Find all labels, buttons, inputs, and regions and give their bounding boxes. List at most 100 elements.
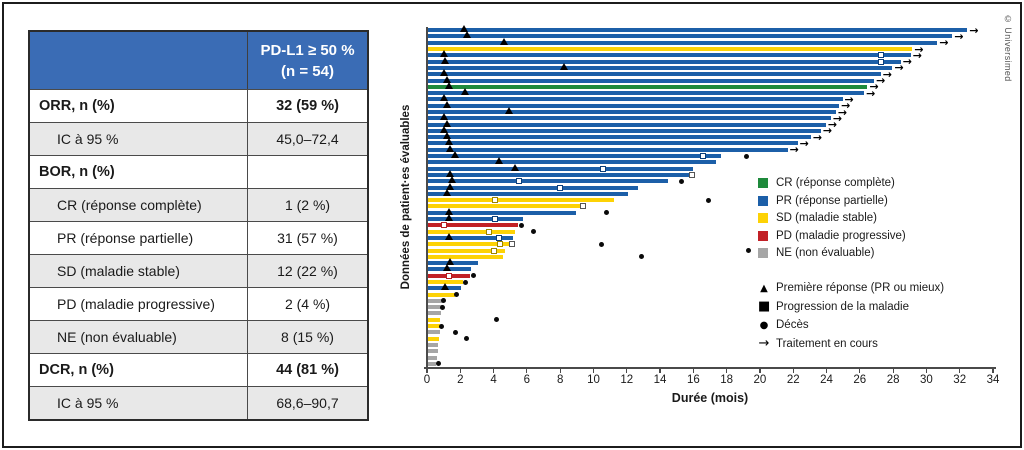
- x-tick: [592, 368, 595, 373]
- swimmer-plot: → → → → → → → → → → → → → → → → → → → →: [427, 25, 993, 367]
- row-value: 31 (57 %): [277, 230, 338, 246]
- patient-bar-sd: [428, 204, 587, 209]
- patient-bar-ne: [428, 349, 438, 354]
- first-response-marker: [446, 182, 455, 190]
- x-tick: [526, 368, 528, 373]
- row-label: BOR, n (%): [30, 156, 248, 188]
- legend-label: SD (maladie stable): [776, 212, 877, 224]
- row-value: 8 (15 %): [281, 329, 334, 345]
- x-tick: [626, 368, 628, 373]
- progression-marker: [688, 171, 695, 178]
- x-tick-label: 24: [820, 374, 833, 386]
- patient-bar-pr: [428, 191, 628, 196]
- death-marker: [436, 361, 442, 367]
- legend-item-square: ■ Progression de la maladie: [758, 299, 909, 314]
- x-axis-label: Durée (mois): [671, 391, 749, 405]
- x-tick: [892, 368, 894, 373]
- x-tick-label: 12: [620, 374, 634, 386]
- legend-label: Progression de la maladie: [776, 300, 909, 313]
- progression-marker: [557, 184, 564, 191]
- first-response-marker: [444, 81, 453, 89]
- row-label: NE (non évaluable): [30, 321, 248, 353]
- first-response-marker: [439, 50, 448, 58]
- progression-marker: [600, 165, 607, 172]
- patient-bar-sd: [428, 317, 441, 322]
- death-marker: [604, 210, 610, 216]
- patient-bar-sd: [428, 47, 913, 52]
- x-tick: [925, 368, 927, 373]
- progression-marker: [508, 241, 515, 248]
- x-tick: [825, 368, 828, 373]
- x-tick: [859, 368, 861, 373]
- first-response-marker: [442, 75, 451, 83]
- patient-bar-sd: [428, 248, 505, 253]
- x-tick: [559, 368, 561, 373]
- death-marker: [494, 317, 500, 323]
- row-label: ORR, n (%): [30, 90, 248, 122]
- legend-label: PR (réponse partielle): [776, 194, 888, 207]
- x-tick-label: 2: [457, 374, 464, 386]
- first-response-marker: [446, 169, 455, 177]
- ongoing-treatment-arrow: →: [894, 61, 904, 75]
- patient-bar-pr: [428, 91, 865, 96]
- progression-marker: [878, 58, 885, 65]
- patient-bar-pr: [428, 160, 716, 165]
- patient-bar-pr: [428, 116, 831, 121]
- legend-item-arrow: → Traitement en cours: [758, 336, 878, 351]
- legend-label: NE (non évaluable): [776, 247, 875, 259]
- row-label: PR (réponse partielle): [30, 222, 248, 254]
- death-marker: [464, 336, 470, 342]
- row-label: SD (maladie stable): [30, 255, 248, 287]
- ongoing-treatment-arrow: →: [912, 48, 922, 62]
- row-label: DCR, n (%): [30, 354, 248, 386]
- progression-marker: [445, 272, 452, 279]
- pd-color-swatch: [758, 230, 768, 241]
- ongoing-treatment-arrow: →: [902, 55, 912, 69]
- first-response-marker: [559, 62, 568, 70]
- patient-bar-pr: [428, 72, 881, 77]
- row-value: 12 (22 %): [277, 263, 338, 279]
- circle-icon: ●: [759, 319, 769, 331]
- progression-marker: [497, 241, 504, 248]
- death-marker: [440, 304, 446, 310]
- table-header-group-cell: PD-L1 ≥ 50 % (n = 54): [248, 32, 367, 89]
- patient-bar-cr: [428, 84, 868, 89]
- x-tick: [759, 368, 761, 373]
- first-response-marker: [439, 69, 448, 77]
- row-label: CR (réponse complète): [30, 189, 248, 221]
- first-response-marker: [442, 132, 451, 140]
- patient-bar-ne: [428, 298, 443, 303]
- death-marker: [462, 279, 468, 285]
- progression-marker: [485, 228, 492, 235]
- x-tick: [426, 368, 428, 373]
- ongoing-treatment-arrow: →: [882, 67, 893, 81]
- first-response-marker: [444, 232, 453, 240]
- ongoing-treatment-arrow: →: [812, 130, 823, 144]
- x-tick: [492, 368, 495, 373]
- patient-bar-pr: [428, 59, 901, 64]
- progression-marker: [495, 234, 502, 241]
- row-value: 32 (59 %): [276, 98, 339, 114]
- x-tick-label: 34: [986, 374, 1000, 386]
- death-marker: [639, 254, 645, 260]
- first-response-marker: [439, 113, 448, 121]
- patient-bar-pr: [428, 217, 523, 222]
- table-row: SD (maladie stable) 12 (22 %): [30, 254, 367, 287]
- table-row: ORR, n (%) 32 (59 %): [30, 89, 367, 122]
- patient-bar-ne: [428, 305, 443, 310]
- first-response-marker: [442, 264, 451, 272]
- row-value: 45,0–72,4: [276, 131, 339, 147]
- x-axis-line: [424, 367, 996, 369]
- x-tick-label: 8: [556, 374, 564, 386]
- first-response-marker: [446, 258, 455, 266]
- patient-bar-pr: [428, 97, 843, 102]
- patient-bar-pr: [428, 172, 690, 177]
- patient-bar-sd: [428, 229, 515, 234]
- progression-marker: [440, 222, 447, 229]
- patient-bar-pr: [428, 103, 840, 108]
- table-row: BOR, n (%): [30, 155, 367, 188]
- patient-bar-pr: [428, 166, 693, 171]
- progression-marker: [515, 178, 522, 185]
- patient-bar-sd: [428, 292, 455, 297]
- group-name: PD-L1 ≥ 50 %: [260, 41, 355, 59]
